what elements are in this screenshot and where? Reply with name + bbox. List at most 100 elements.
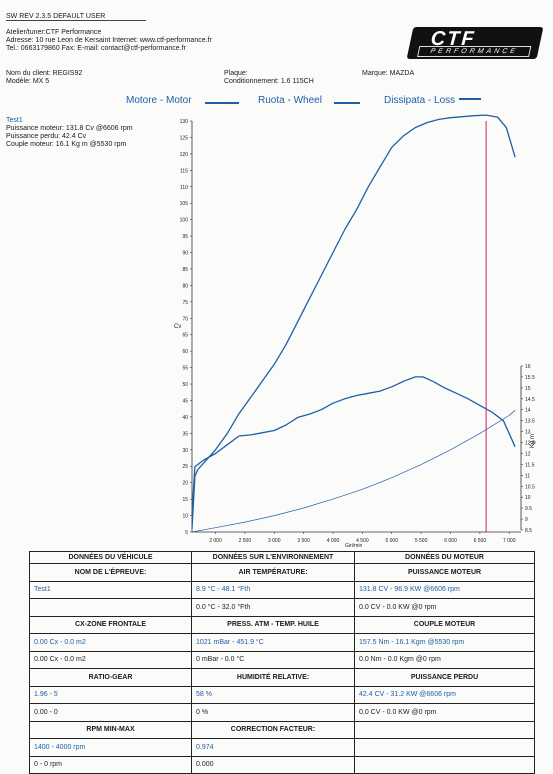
table-header-cell: DONNÉES DU MOTEUR [354, 551, 535, 564]
table-cell: 0 mBar - 0.0 °C [191, 650, 355, 669]
y-right-tick-label: 14 [525, 408, 531, 414]
table-cell: 0 % [191, 703, 355, 722]
y-right-tick-label: 8.5 [525, 528, 532, 534]
x-tick-label: 2 000 [209, 538, 222, 544]
y-left-tick-label: 100 [180, 218, 189, 224]
section-title-cell: NOM DE L'ÉPREUVE: [29, 563, 192, 582]
x-axis-label: Giri/min [345, 543, 362, 549]
y-left-tick-label: 40 [182, 415, 188, 421]
table-cell: Test1 [29, 580, 192, 599]
y-right-tick-label: 9 [525, 517, 528, 523]
section-title-cell: PRESS. ATM - TEMP. HUILE [191, 615, 355, 634]
section-title-cell [354, 720, 535, 739]
y-left-tick-label: 10 [182, 514, 188, 520]
y-axis-left-label: Cv [174, 324, 181, 330]
table-cell: 0.00 Cx - 0.0 m2 [29, 650, 192, 669]
loss-curve [191, 410, 516, 533]
table-cell: 0.0 CV - 0.0 KW @0 rpm [354, 598, 535, 617]
table-row: 1.96 - 5 58 % 42.4 CV - 31.2 KW @6606 rpm [29, 685, 535, 704]
table-row: 0.00 Cx - 0.0 m2 0 mBar - 0.0 °C 0.0 Nm - … [29, 650, 535, 669]
y-left-tick-label: 35 [182, 431, 188, 437]
section-title-cell: CX-ZONE FRONTALE [29, 615, 192, 634]
y-left-tick-label: 20 [182, 481, 188, 487]
table-header-row: DONNÉES DU VÉHICULE DONNÉES SUR L'ENVIRON… [29, 551, 535, 564]
y-left-tick-label: 55 [182, 366, 188, 372]
dyno-chart: 2 000 2 500 3 000 3 500 4 000 4 500 5 000 5 500… [174, 114, 536, 549]
y-right-tick-label: 12.5 [525, 441, 535, 447]
y-left-tick-label: 85 [182, 267, 188, 273]
y-left-tick-label: 50 [182, 382, 188, 388]
x-tick-label: 5 500 [415, 538, 428, 544]
table-cell: 58 % [191, 685, 355, 704]
x-tick-label: 4 500 [356, 538, 369, 544]
atelier-line: Atelier/tuner:CTF Performance [6, 29, 102, 36]
table-cell: 42.4 CV - 31.2 KW @6606 rpm [354, 685, 535, 704]
y-left-tick-label: 90 [182, 251, 188, 257]
table-cell: 0.00 - 0 [29, 703, 192, 722]
y-right-tick-label: 13 [525, 430, 531, 436]
legend-motor-label: Motore - Motor [126, 95, 192, 106]
y-left-tick-label: 75 [182, 300, 188, 306]
y-left-tick-label: 25 [182, 464, 188, 470]
plate-label: Plaque: [224, 70, 248, 77]
section-title-cell: RPM MIN-MAX [29, 720, 192, 739]
x-tick-label: 6 500 [474, 538, 487, 544]
y-left-tick-label: 70 [182, 316, 188, 322]
table-cell: 0.974 [191, 738, 355, 757]
y-left-tick-label: 80 [182, 283, 188, 289]
table-cell: 8.9 °C - 48.1 °Fth [191, 580, 355, 599]
x-tick-label: 5 000 [385, 538, 398, 544]
y-right-tick-label: 15 [525, 386, 531, 392]
table-cell: 131.8 CV - 96.9 KW @6606 rpm [354, 580, 535, 599]
address-line: Adresse: 10 rue Leon de Kersaint Interne… [6, 37, 212, 44]
legend-loss-line [459, 98, 481, 100]
test-name: Test1 [6, 117, 23, 124]
table-cell: 0.0 °C - 32.0 °Fth [191, 598, 355, 617]
contact-line: Tel.: 0663179860 Fax: E-mail: contact@ct… [6, 45, 186, 52]
x-tick-label: 7 000 [503, 538, 516, 544]
y-left-tick-label: 30 [182, 448, 188, 454]
legend-wheel-line [334, 102, 360, 104]
table-cell: 1.96 - 5 [29, 685, 192, 704]
table-cell [354, 738, 535, 757]
y-left-tick-label: 95 [182, 234, 188, 240]
header-underline [6, 20, 146, 21]
y-right-tick-label: 10.5 [525, 484, 535, 490]
y-left-tick-label: 15 [182, 497, 188, 503]
y-right-tick-label: 13.5 [525, 419, 535, 425]
y-right-tick-label: 16 [525, 364, 531, 370]
x-tick-label: 2 500 [239, 538, 252, 544]
table-row: 0.0 °C - 32.0 °Fth 0.0 CV - 0.0 KW @0 rpm [29, 598, 535, 617]
x-tick-label: 6 000 [444, 538, 457, 544]
x-tick-label: 3 000 [268, 538, 281, 544]
y-left-tick-label: 65 [182, 333, 188, 339]
y-left-tick-label: 110 [180, 185, 188, 191]
y-right-tick-label: 12 [525, 451, 531, 457]
y-right-tick-label: 14.5 [525, 397, 535, 403]
y-right-tick-label: 11 [525, 473, 530, 479]
table-cell: 0.0 Nm - 0.0 Kgm @0 rpm [354, 650, 535, 669]
table-cell [354, 755, 535, 774]
summary-engine-torque: Couple moteur: 16.1 Kg m @5530 rpm [6, 141, 127, 148]
table-cell: 157.5 Nm - 16.1 Kgm @5530 rpm [354, 633, 535, 652]
legend-motor-line [205, 102, 239, 104]
summary-lost-power: Puissance perdu: 42.4 Cv [6, 133, 87, 140]
table-row: Test1 8.9 °C - 48.1 °Fth 131.8 CV - 96.9 K… [29, 580, 535, 599]
y-right-tick-label: 9.5 [525, 506, 532, 512]
section-title-cell: RATIO-GEAR [29, 668, 192, 687]
y-axis-right-label: Kg m [530, 434, 536, 448]
y-left-tick-label: 130 [180, 119, 189, 125]
y-left-tick-label: 60 [182, 349, 188, 355]
table-cell: 1021 mBar - 451.9 °C [191, 633, 355, 652]
table-row: 0 - 0 rpm 0.000 [29, 755, 535, 774]
y-right-tick-label: 10 [525, 495, 531, 501]
legend-loss-label: Dissipata - Loss [384, 95, 456, 106]
y-right-tick-label: 11.5 [525, 462, 535, 468]
section-title-cell: CORRECTION FACTEUR: [191, 720, 355, 739]
data-table: DONNÉES DU VÉHICULE DONNÉES SUR L'ENVIRON… [29, 551, 535, 774]
section-title-cell: HUMIDITÉ RELATIVE: [191, 668, 355, 687]
y-right-tick-label: 15.5 [525, 375, 535, 381]
y-left-tick-label: 45 [182, 398, 188, 404]
table-cell: 0 - 0 rpm [29, 755, 192, 774]
